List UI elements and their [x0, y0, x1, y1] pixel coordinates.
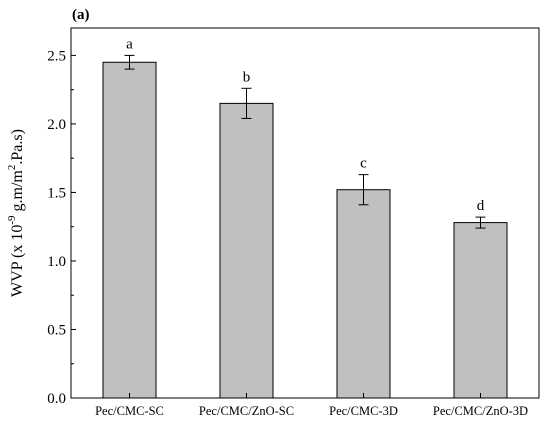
significance-letter: a: [126, 36, 133, 52]
significance-letter: d: [477, 198, 485, 214]
significance-letter: c: [360, 156, 367, 172]
x-axis: Pec/CMC-SC Pec/CMC/ZnO-SC Pec/CMC-3D Pec/CM…: [95, 393, 528, 418]
x-tick-label: Pec/CMC/ZnO-SC: [199, 404, 294, 418]
y-tick-label: 0.5: [47, 322, 66, 338]
significance-letter: b: [243, 69, 251, 85]
y-axis-label: WVP (x 10-9 g.m/m2.Pa.s): [6, 129, 26, 297]
bar: [102, 61, 157, 399]
y-axis: 0.0 0.5 1.0 1.5 2.0 2.5: [47, 48, 76, 407]
bar: [219, 102, 274, 399]
y-tick-label: 1.5: [47, 185, 66, 201]
x-tick-label: Pec/CMC-SC: [95, 404, 164, 418]
error-bar: [358, 174, 369, 206]
panel-label: (a): [72, 7, 90, 23]
y-tick-label: 2.5: [47, 48, 66, 64]
plot-frame: [70, 27, 540, 399]
error-bar: [124, 54, 135, 70]
bar: [336, 189, 391, 399]
y-tick-label: 1.0: [47, 254, 66, 270]
bars: a b c d: [102, 36, 508, 399]
y-tick-label: 0.0: [47, 391, 66, 407]
x-tick-label: Pec/CMC/ZnO-3D: [433, 404, 528, 418]
bar: [453, 222, 508, 399]
y-tick-label: 2.0: [47, 117, 66, 133]
x-tick-label: Pec/CMC-3D: [329, 404, 398, 418]
error-bar: [241, 87, 252, 119]
error-bar: [475, 216, 486, 229]
